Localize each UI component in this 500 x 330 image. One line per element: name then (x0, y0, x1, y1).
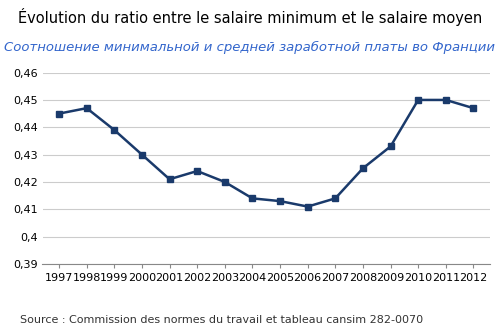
Text: Évolution du ratio entre le salaire minimum et le salaire moyen: Évolution du ratio entre le salaire mini… (18, 8, 482, 26)
Text: Source : Commission des normes du travail et tableau cansim 282-0070: Source : Commission des normes du travai… (20, 315, 423, 325)
Text: Соотношение минимальной и средней заработной платы во Франции: Соотношение минимальной и средней зарабо… (4, 41, 496, 54)
